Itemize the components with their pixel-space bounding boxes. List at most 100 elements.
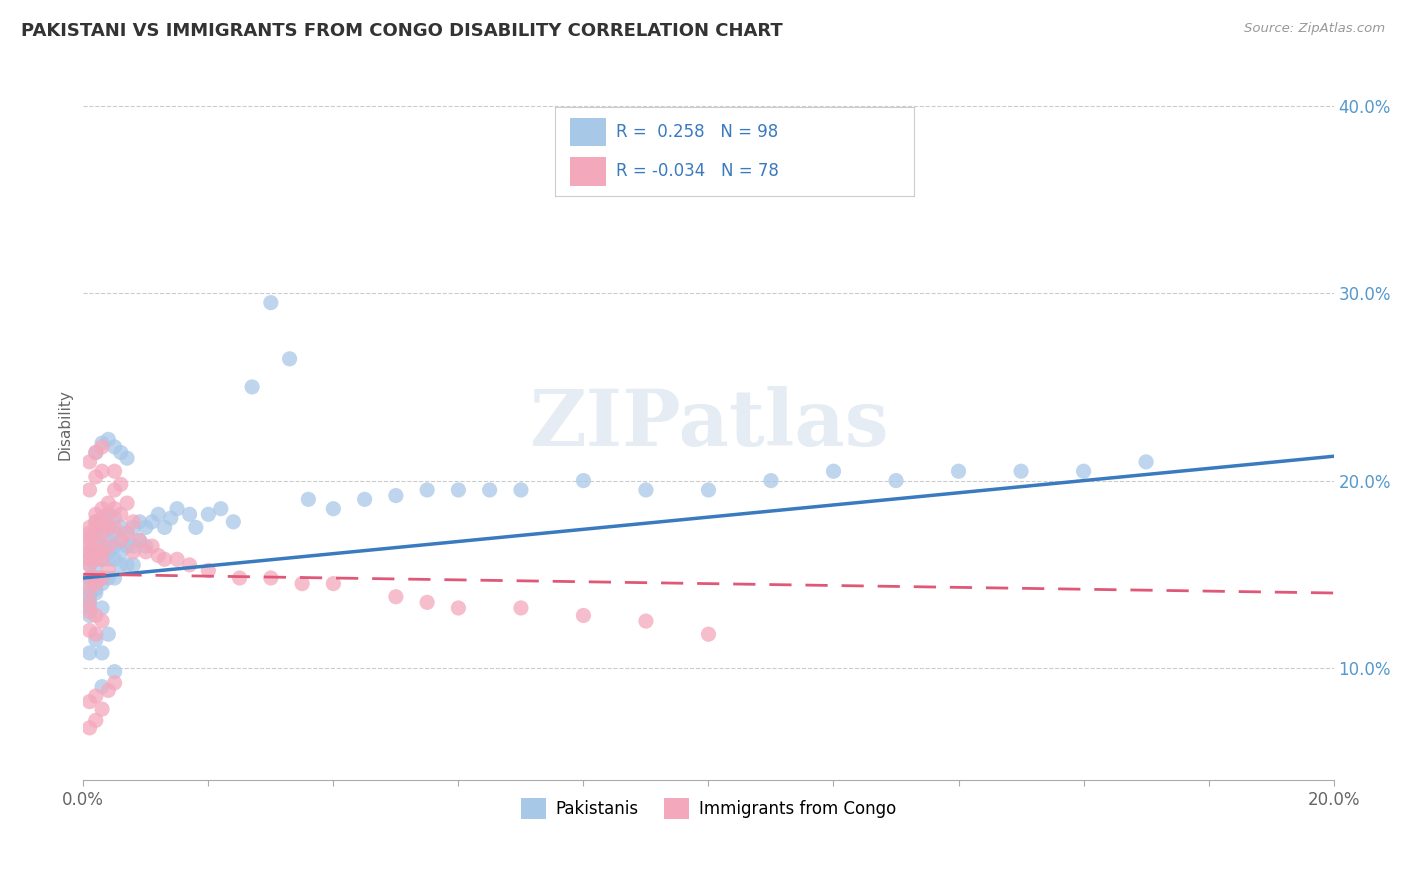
Point: [79, 545, 101, 559]
Text: PAKISTANI VS IMMIGRANTS FROM CONGO DISABILITY CORRELATION CHART: PAKISTANI VS IMMIGRANTS FROM CONGO DISAB…: [21, 22, 783, 40]
Point: [297, 492, 319, 507]
Point: [110, 533, 132, 548]
Point: [79, 695, 101, 709]
Point: [91, 646, 114, 660]
Point: [179, 558, 201, 572]
Point: [572, 608, 595, 623]
Bar: [569, 157, 606, 186]
Point: [184, 520, 207, 534]
Point: [79, 455, 101, 469]
Point: [91, 571, 114, 585]
Point: [110, 445, 132, 459]
Point: [84, 608, 107, 623]
Point: [79, 601, 101, 615]
Point: [79, 539, 101, 553]
Point: [97, 508, 120, 522]
Point: [84, 526, 107, 541]
Point: [79, 558, 101, 572]
Point: [110, 477, 132, 491]
Point: [197, 564, 219, 578]
Point: [97, 508, 120, 522]
Point: [84, 533, 107, 548]
Point: [122, 539, 145, 553]
Point: [97, 564, 120, 578]
Text: R =  0.258   N = 98: R = 0.258 N = 98: [616, 122, 779, 141]
Point: [91, 526, 114, 541]
Point: [759, 474, 782, 488]
Text: ZIPatlas: ZIPatlas: [529, 386, 889, 462]
Point: [115, 558, 138, 572]
Point: [148, 508, 170, 522]
Point: [91, 526, 114, 541]
Point: [79, 595, 101, 609]
Point: [103, 520, 125, 534]
Point: [166, 552, 188, 566]
Point: [103, 571, 125, 585]
Point: [84, 552, 107, 566]
Point: [97, 545, 120, 559]
Point: [110, 533, 132, 548]
Point: [79, 595, 101, 609]
Point: [84, 445, 107, 459]
Point: [97, 433, 120, 447]
Point: [509, 483, 531, 497]
Point: [122, 520, 145, 534]
Point: [79, 526, 101, 541]
Point: [103, 511, 125, 525]
Point: [84, 445, 107, 459]
Point: [353, 492, 375, 507]
Point: [385, 489, 408, 503]
Point: [97, 520, 120, 534]
Point: [91, 680, 114, 694]
Point: [416, 595, 439, 609]
Point: [209, 501, 232, 516]
Text: R = -0.034   N = 78: R = -0.034 N = 78: [616, 162, 779, 180]
Point: [447, 483, 470, 497]
Point: [84, 576, 107, 591]
Point: [84, 586, 107, 600]
Y-axis label: Disability: Disability: [58, 389, 72, 460]
Point: [84, 571, 107, 585]
Point: [91, 501, 114, 516]
Point: [110, 508, 132, 522]
Point: [79, 533, 101, 548]
Point: [84, 552, 107, 566]
Bar: [569, 118, 606, 146]
Point: [260, 571, 283, 585]
Point: [153, 520, 176, 534]
Point: [97, 552, 120, 566]
Point: [91, 614, 114, 628]
Point: [1010, 464, 1032, 478]
Point: [103, 539, 125, 553]
Point: [79, 545, 101, 559]
Point: [179, 508, 201, 522]
Point: [135, 545, 157, 559]
Point: [197, 508, 219, 522]
Point: [278, 351, 301, 366]
Point: [91, 545, 114, 559]
Legend: Pakistanis, Immigrants from Congo: Pakistanis, Immigrants from Congo: [515, 792, 903, 825]
Point: [84, 576, 107, 591]
Point: [572, 474, 595, 488]
Point: [79, 576, 101, 591]
Point: [84, 627, 107, 641]
Point: [115, 539, 138, 553]
Point: [84, 689, 107, 703]
Point: [110, 545, 132, 559]
Point: [91, 515, 114, 529]
Point: [115, 451, 138, 466]
Point: [260, 295, 283, 310]
Point: [509, 601, 531, 615]
Point: [84, 558, 107, 572]
Point: [128, 533, 150, 548]
Point: [79, 530, 101, 544]
Point: [79, 624, 101, 638]
Point: [91, 601, 114, 615]
Point: [948, 464, 970, 478]
Point: [159, 511, 181, 525]
Point: [697, 483, 720, 497]
Point: [84, 520, 107, 534]
Point: [91, 552, 114, 566]
Point: [79, 483, 101, 497]
Point: [823, 464, 845, 478]
